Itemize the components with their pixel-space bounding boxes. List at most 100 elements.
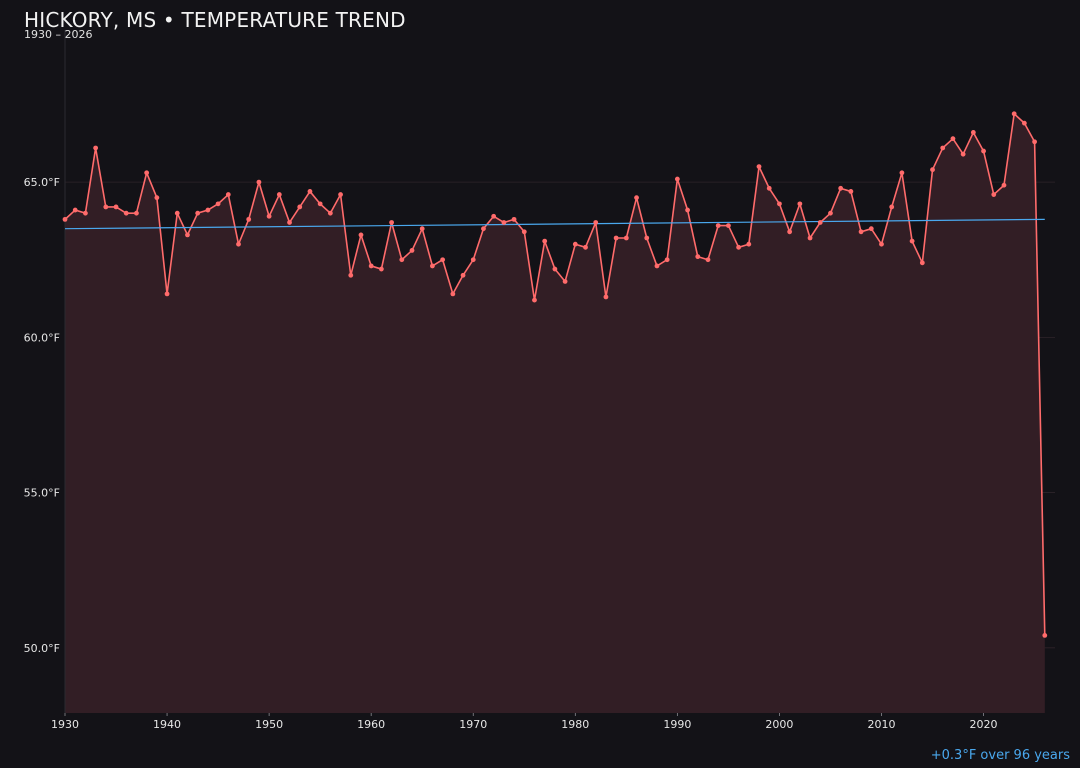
data-point-2012 (899, 170, 905, 176)
x-tick-label: 1960 (357, 718, 385, 731)
data-point-1979 (562, 279, 568, 284)
data-point-1943 (195, 210, 201, 216)
data-point-1996 (736, 244, 742, 250)
data-point-1958 (348, 272, 354, 278)
data-point-2010 (879, 241, 884, 247)
data-point-2013 (909, 238, 915, 244)
data-point-1989 (664, 257, 670, 263)
temperature-area-fill (65, 113, 1045, 713)
data-point-1978 (552, 266, 558, 272)
y-tick-label: 50.0°F (24, 642, 60, 655)
data-point-1972 (491, 213, 497, 219)
data-point-1991 (685, 207, 690, 213)
data-point-1937 (134, 210, 139, 216)
data-point-1974 (511, 216, 517, 222)
data-point-1981 (583, 244, 588, 250)
x-tick-label: 1990 (663, 718, 691, 731)
data-point-2024 (1021, 120, 1027, 126)
x-tick-label: 1950 (255, 718, 283, 731)
data-point-1987 (644, 235, 650, 241)
data-point-1933 (93, 145, 99, 151)
x-tick-label: 2000 (765, 718, 793, 731)
data-point-2002 (797, 201, 803, 207)
data-point-1936 (123, 210, 129, 216)
data-point-1973 (501, 220, 507, 225)
data-point-1952 (287, 220, 292, 225)
data-point-1944 (205, 207, 211, 213)
data-point-1999 (766, 185, 772, 191)
data-point-1976 (532, 297, 537, 303)
x-tick-labels: 1930 1940 1950 1960 1970 1980 1990 2000 2010 2020 (51, 713, 998, 731)
data-point-2006 (838, 185, 844, 191)
data-point-1959 (358, 232, 364, 238)
data-point-1982 (593, 220, 599, 225)
data-point-1949 (256, 179, 262, 185)
data-point-1977 (542, 238, 548, 244)
data-points (62, 111, 1048, 638)
data-point-2004 (817, 220, 823, 225)
data-point-1992 (695, 254, 701, 260)
data-point-1954 (307, 189, 313, 194)
data-point-2008 (858, 229, 864, 235)
data-point-2009 (868, 226, 874, 232)
data-point-2016 (940, 145, 946, 151)
data-point-1998 (756, 164, 762, 170)
data-point-1980 (572, 241, 578, 247)
data-point-1990 (674, 176, 680, 182)
data-point-1960 (368, 263, 374, 269)
data-point-1953 (297, 204, 303, 210)
data-point-1957 (338, 192, 343, 197)
chart-title: HICKORY, MS • TEMPERATURE TREND (24, 8, 406, 32)
data-point-1984 (613, 235, 619, 241)
data-point-1935 (113, 204, 119, 210)
data-point-1986 (634, 195, 639, 201)
y-tick-label: 55.0°F (24, 487, 60, 500)
data-point-1940 (164, 291, 170, 297)
data-point-1934 (103, 204, 109, 210)
data-point-2000 (777, 201, 782, 207)
y-tick-label: 65.0°F (24, 176, 60, 189)
data-point-1968 (450, 291, 456, 297)
data-point-1966 (430, 263, 435, 269)
x-tick-label: 2020 (970, 718, 998, 731)
data-point-1985 (623, 235, 629, 241)
data-point-1945 (215, 201, 221, 207)
data-point-2023 (1011, 111, 1017, 117)
data-point-1961 (378, 266, 384, 272)
trend-note: +0.3°F over 96 years (930, 748, 1070, 763)
data-point-1939 (154, 195, 160, 201)
x-tick-label: 1930 (51, 718, 79, 731)
data-point-1995 (726, 223, 731, 228)
data-point-2026 (1042, 632, 1048, 638)
data-point-1983 (603, 294, 609, 300)
data-point-1956 (327, 210, 333, 216)
data-point-2003 (807, 235, 813, 241)
data-point-1971 (481, 226, 486, 232)
data-point-1950 (266, 213, 272, 219)
data-point-1938 (144, 170, 150, 176)
data-point-1963 (399, 257, 405, 263)
data-point-2005 (828, 210, 833, 216)
data-point-1969 (460, 272, 466, 278)
data-point-1951 (276, 192, 282, 197)
data-point-2011 (889, 204, 895, 210)
data-point-1965 (419, 226, 425, 232)
data-point-2021 (991, 192, 997, 197)
data-point-1942 (185, 232, 190, 238)
data-point-1964 (409, 248, 415, 253)
y-tick-labels: 50.0°F 55.0°F 60.0°F 65.0°F (24, 176, 60, 655)
data-point-1994 (715, 223, 721, 228)
data-point-1941 (174, 210, 180, 216)
data-point-1946 (225, 192, 231, 197)
x-tick-label: 1940 (153, 718, 181, 731)
data-point-1967 (440, 257, 446, 263)
data-point-2014 (919, 260, 925, 266)
data-point-1993 (705, 257, 711, 263)
x-tick-label: 1970 (459, 718, 487, 731)
data-point-1931 (72, 207, 78, 213)
data-point-1970 (470, 257, 476, 263)
data-point-1947 (236, 241, 241, 247)
data-point-2017 (950, 136, 956, 142)
x-tick-label: 2010 (867, 718, 895, 731)
